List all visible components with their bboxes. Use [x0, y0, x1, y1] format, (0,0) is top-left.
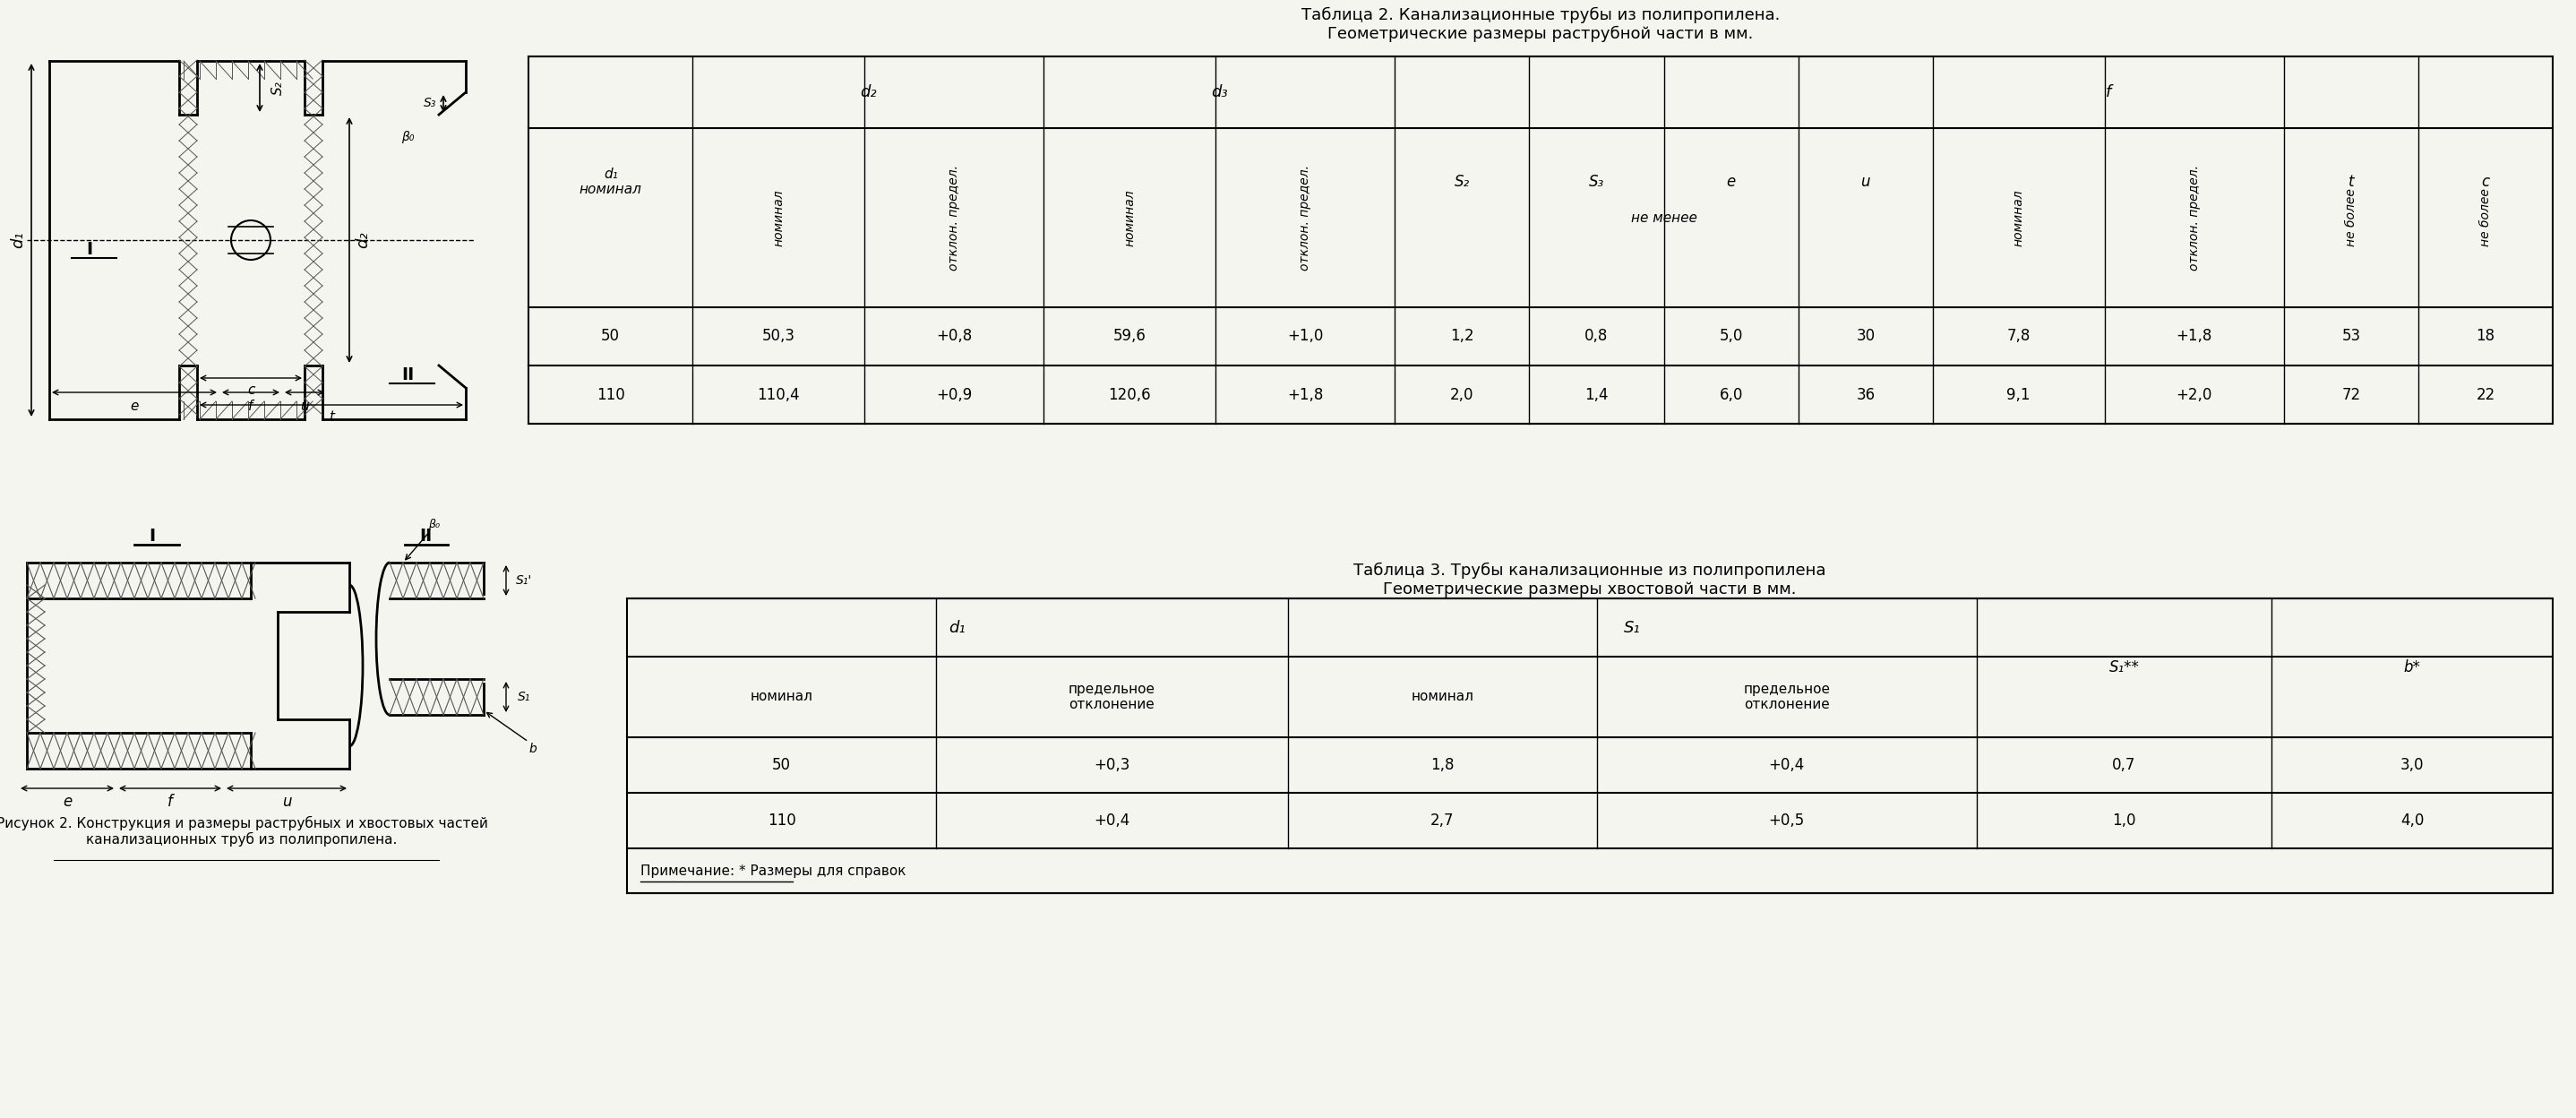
Text: t: t	[330, 410, 335, 424]
Text: 1,0: 1,0	[2112, 813, 2136, 828]
Text: +0,4: +0,4	[1095, 813, 1131, 828]
Text: f: f	[247, 399, 252, 413]
Text: 0,8: 0,8	[1584, 329, 1607, 344]
Text: 7,8: 7,8	[2007, 329, 2030, 344]
Text: d₂: d₂	[860, 84, 876, 101]
Text: 110: 110	[768, 813, 796, 828]
Text: +1,8: +1,8	[1288, 387, 1324, 402]
Text: 22: 22	[2476, 387, 2496, 402]
Text: 4,0: 4,0	[2401, 813, 2424, 828]
Text: II: II	[420, 528, 433, 544]
Text: +0,9: +0,9	[935, 387, 971, 402]
Text: не более: не более	[2478, 189, 2491, 247]
Text: Рисунок 2. Конструкция и размеры раструбных и хвостовых частей
канализационных т: Рисунок 2. Конструкция и размеры раструб…	[0, 816, 487, 847]
Text: S₂: S₂	[1455, 173, 1471, 190]
Text: I: I	[149, 528, 155, 544]
Text: S₁**: S₁**	[2110, 660, 2138, 676]
Text: e: e	[1726, 173, 1736, 190]
Text: 59,6: 59,6	[1113, 329, 1146, 344]
Text: предельное
отклонение: предельное отклонение	[1069, 682, 1157, 711]
Text: β₀: β₀	[428, 519, 440, 531]
Text: c: c	[2481, 173, 2488, 190]
Text: e: e	[131, 399, 139, 413]
Text: S₃: S₃	[1589, 173, 1605, 190]
Text: номинал: номинал	[773, 189, 786, 246]
Text: c: c	[247, 383, 255, 397]
Text: 50: 50	[773, 757, 791, 774]
Text: предельное
отклонение: предельное отклонение	[1744, 682, 1829, 711]
Bar	[626, 598, 2553, 893]
Text: d₁: d₁	[948, 619, 966, 636]
Text: отклон. предел.: отклон. предел.	[1298, 164, 1311, 271]
Text: b*: b*	[2403, 660, 2421, 676]
Bar	[528, 56, 2553, 424]
Text: 53: 53	[2342, 329, 2360, 344]
Text: f: f	[2105, 84, 2112, 101]
Text: d₂: d₂	[355, 231, 371, 248]
Text: 30: 30	[1857, 329, 1875, 344]
Text: 1,4: 1,4	[1584, 387, 1607, 402]
Text: e: e	[62, 794, 72, 809]
Text: S₁: S₁	[1623, 619, 1641, 636]
Text: II: II	[402, 366, 415, 383]
Text: d₁: d₁	[10, 231, 26, 248]
Text: номинал: номинал	[2012, 189, 2025, 246]
Text: b: b	[528, 742, 536, 755]
Text: номинал: номинал	[750, 690, 814, 703]
Text: +2,0: +2,0	[2177, 387, 2213, 402]
Text: Таблица 3. Трубы канализационные из полипропилена
Геометрические размеры хвостов: Таблица 3. Трубы канализационные из поли…	[1352, 562, 1826, 597]
Text: u: u	[301, 399, 309, 413]
Text: S₃: S₃	[422, 97, 435, 110]
Text: отклон. предел.: отклон. предел.	[2187, 164, 2200, 271]
Text: 2,0: 2,0	[1450, 387, 1473, 402]
Text: 120,6: 120,6	[1108, 387, 1151, 402]
Text: S₁: S₁	[518, 691, 531, 703]
Text: 50,3: 50,3	[762, 329, 796, 344]
Text: f: f	[167, 794, 173, 809]
Text: 2,7: 2,7	[1430, 813, 1453, 828]
Text: 72: 72	[2342, 387, 2360, 402]
Text: 1,8: 1,8	[1430, 757, 1453, 774]
Text: 1,2: 1,2	[1450, 329, 1473, 344]
Text: +0,8: +0,8	[935, 329, 971, 344]
Text: I: I	[88, 240, 93, 257]
Text: d₁
номинал: d₁ номинал	[580, 168, 641, 197]
Text: +1,0: +1,0	[1288, 329, 1324, 344]
Text: 3,0: 3,0	[2401, 757, 2424, 774]
Text: 9,1: 9,1	[2007, 387, 2030, 402]
Text: t: t	[2349, 173, 2354, 190]
Text: S₁': S₁'	[515, 575, 533, 587]
Text: β₀: β₀	[402, 131, 415, 143]
Text: не менее: не менее	[1631, 211, 1698, 225]
Text: 36: 36	[1857, 387, 1875, 402]
Text: 110: 110	[598, 387, 626, 402]
Text: +1,8: +1,8	[2177, 329, 2213, 344]
Text: d₃: d₃	[1211, 84, 1229, 101]
Text: 18: 18	[2476, 329, 2496, 344]
Text: Таблица 2. Канализационные трубы из полипропилена.
Геометрические размеры растру: Таблица 2. Канализационные трубы из поли…	[1301, 7, 1780, 42]
Text: Примечание: * Размеры для справок: Примечание: * Размеры для справок	[641, 864, 907, 878]
Text: +0,3: +0,3	[1095, 757, 1131, 774]
Text: 5,0: 5,0	[1718, 329, 1744, 344]
Text: не более: не более	[2344, 189, 2357, 247]
Text: u: u	[281, 794, 291, 809]
Text: 6,0: 6,0	[1718, 387, 1744, 402]
Text: 50: 50	[600, 329, 621, 344]
Text: отклон. предел.: отклон. предел.	[948, 164, 961, 271]
Text: 110,4: 110,4	[757, 387, 801, 402]
Text: +0,5: +0,5	[1770, 813, 1806, 828]
Text: 0,7: 0,7	[2112, 757, 2136, 774]
Text: S₂: S₂	[270, 80, 283, 95]
Text: номинал: номинал	[1412, 690, 1473, 703]
Text: +0,4: +0,4	[1770, 757, 1806, 774]
Text: u: u	[1860, 173, 1870, 190]
Text: номинал: номинал	[1123, 189, 1136, 246]
